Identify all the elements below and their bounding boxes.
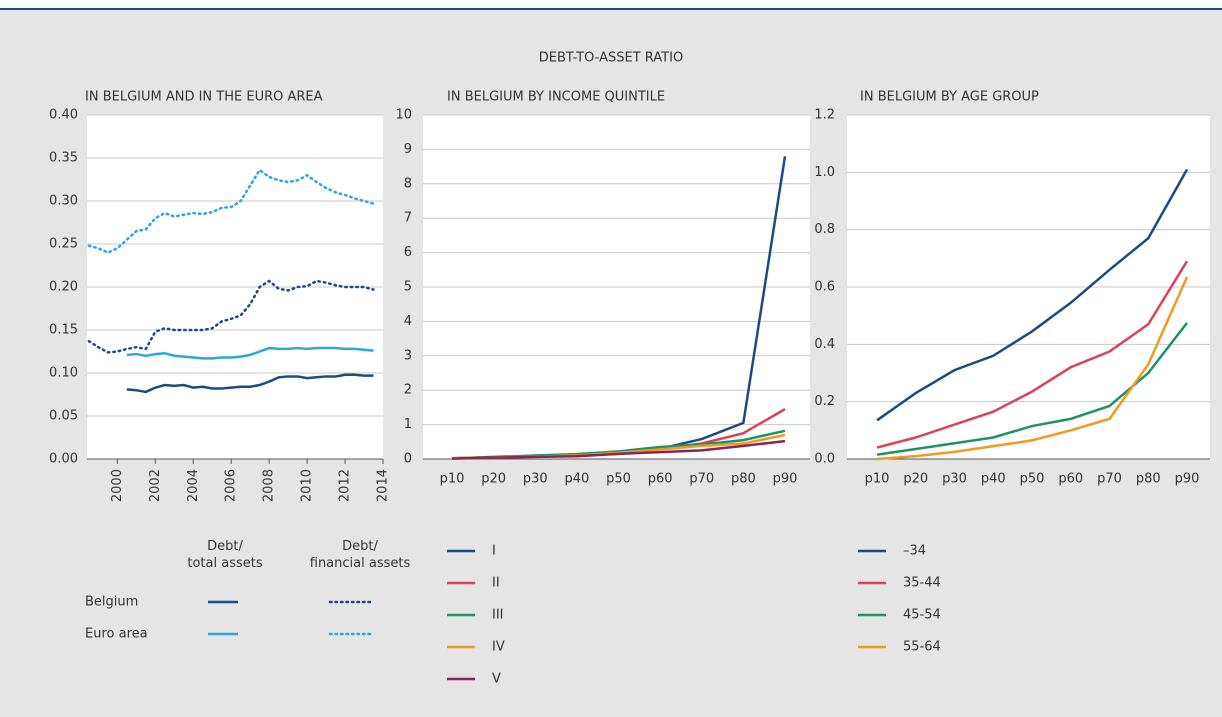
x-tick-label: p80 — [1136, 472, 1161, 487]
x-tick-label: p60 — [1058, 472, 1083, 487]
series-line — [876, 260, 1189, 449]
series-line — [126, 346, 374, 360]
legend-row-label: Belgium — [85, 595, 138, 610]
x-tick-label: 2006 — [224, 469, 239, 502]
y-tick-label: 0.8 — [814, 222, 835, 237]
legend-label: 45-54 — [903, 608, 941, 623]
x-tick-label: p40 — [564, 472, 589, 487]
x-tick-label: p50 — [606, 472, 631, 487]
legend-column-header: Debt/ total assets — [187, 539, 263, 571]
x-tick-label: p10 — [865, 472, 890, 487]
series-line — [451, 439, 786, 460]
top-rule — [0, 8, 1222, 10]
x-tick-label: 2010 — [300, 469, 315, 502]
y-tick-label: 0.0 — [814, 452, 835, 467]
y-tick-label: 0.35 — [49, 151, 78, 166]
x-tick-label: p50 — [1020, 472, 1045, 487]
x-tick-label: p90 — [1175, 472, 1200, 487]
y-tick-label: 0.25 — [49, 237, 78, 252]
y-tick-label: 4 — [404, 314, 412, 329]
y-tick-label: 0.4 — [814, 337, 835, 352]
y-tick-label: 9 — [404, 142, 412, 157]
series-line — [126, 373, 374, 394]
figure-title: DEBT-TO-ASSET RATIO — [539, 51, 683, 66]
x-tick-label: p20 — [903, 472, 928, 487]
legend-label: V — [492, 672, 501, 687]
y-tick-label: 0.20 — [49, 280, 78, 295]
x-tick-label: 2008 — [262, 469, 277, 502]
y-tick-label: 1.2 — [814, 108, 835, 123]
y-tick-label: 10 — [395, 108, 412, 123]
x-tick-label: p20 — [481, 472, 506, 487]
y-tick-label: 0.2 — [814, 394, 835, 409]
x-tick-label: p80 — [731, 472, 756, 487]
y-tick-label: 0.40 — [49, 108, 78, 123]
x-tick-label: 2012 — [338, 469, 353, 502]
y-tick-label: 6 — [404, 245, 412, 260]
x-tick-label: p70 — [689, 472, 714, 487]
y-tick-label: 0.15 — [49, 323, 78, 338]
x-tick-label: p90 — [773, 472, 798, 487]
y-tick-label: 1 — [404, 417, 412, 432]
y-tick-label: 1.0 — [814, 165, 835, 180]
y-tick-label: 0.00 — [49, 452, 78, 467]
x-tick-label: p10 — [440, 472, 465, 487]
legend-label: –34 — [903, 544, 926, 559]
legend-column-header: Debt/ financial assets — [309, 539, 411, 571]
y-tick-label: 0.10 — [49, 366, 78, 381]
series-line — [87, 279, 375, 354]
y-tick-label: 0.05 — [49, 409, 78, 424]
legend-label: III — [492, 608, 504, 623]
y-tick-label: 3 — [404, 348, 412, 363]
x-tick-label: 2002 — [148, 469, 163, 502]
legend-label: I — [492, 544, 496, 559]
y-tick-label: 2 — [404, 383, 412, 398]
legend-label: IV — [492, 640, 505, 655]
series-line — [876, 276, 1189, 461]
y-tick-label: 0 — [404, 452, 412, 467]
x-tick-label: p40 — [981, 472, 1006, 487]
chart-subtitle: IN BELGIUM BY INCOME QUINTILE — [447, 90, 665, 105]
x-tick-label: p30 — [523, 472, 548, 487]
chart-subtitle: IN BELGIUM AND IN THE EURO AREA — [85, 90, 323, 105]
chart-subtitle: IN BELGIUM BY AGE GROUP — [860, 90, 1039, 105]
series-line — [87, 168, 375, 254]
legend-row-label: Euro area — [85, 627, 148, 642]
series-line — [876, 168, 1189, 422]
x-tick-label: 2000 — [110, 469, 125, 502]
y-tick-label: 0.30 — [49, 194, 78, 209]
y-tick-label: 5 — [404, 280, 412, 295]
y-tick-label: 7 — [404, 211, 412, 226]
x-tick-label: 2004 — [186, 469, 201, 502]
x-tick-label: 2014 — [376, 469, 391, 502]
legend-label: 35-44 — [903, 576, 941, 591]
legend-label: 55-64 — [903, 640, 941, 655]
y-tick-label: 0.6 — [814, 280, 835, 295]
x-tick-label: p60 — [648, 472, 673, 487]
x-tick-label: p70 — [1097, 472, 1122, 487]
y-tick-label: 8 — [404, 176, 412, 191]
legend-label: II — [492, 576, 500, 591]
x-tick-label: p30 — [942, 472, 967, 487]
